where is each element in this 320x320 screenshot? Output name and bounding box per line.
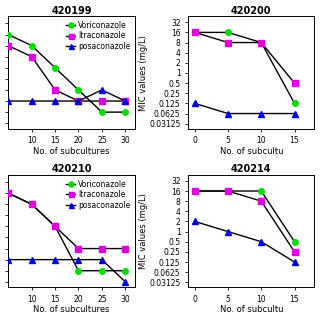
- posaconazole: [6, 99, 10, 103]
- posaconazole: [100, 258, 104, 261]
- posaconazole: [100, 88, 104, 92]
- Title: 420214: 420214: [231, 164, 272, 174]
- Itraconazole: [53, 88, 57, 92]
- posaconazole: [6, 258, 10, 261]
- posaconazole: [259, 112, 263, 116]
- X-axis label: No. of subcultu: No. of subcultu: [220, 306, 283, 315]
- Itraconazole: [6, 44, 10, 48]
- Itraconazole: [259, 41, 263, 44]
- Itraconazole: [30, 55, 34, 59]
- Line: Voriconazole: Voriconazole: [192, 188, 297, 244]
- posaconazole: [30, 99, 34, 103]
- Voriconazole: [226, 30, 230, 34]
- Voriconazole: [226, 189, 230, 193]
- Line: posaconazole: posaconazole: [5, 257, 128, 284]
- Title: 420199: 420199: [51, 5, 92, 16]
- Voriconazole: [100, 269, 104, 273]
- posaconazole: [53, 99, 57, 103]
- Line: posaconazole: posaconazole: [192, 219, 297, 265]
- Itraconazole: [53, 225, 57, 228]
- Voriconazole: [53, 225, 57, 228]
- posaconazole: [292, 260, 296, 264]
- Voriconazole: [193, 30, 197, 34]
- Itraconazole: [226, 41, 230, 44]
- posaconazole: [193, 220, 197, 223]
- Voriconazole: [292, 240, 296, 244]
- posaconazole: [292, 112, 296, 116]
- Voriconazole: [30, 44, 34, 48]
- Itraconazole: [76, 99, 80, 103]
- Voriconazole: [259, 41, 263, 44]
- Line: posaconazole: posaconazole: [192, 100, 297, 116]
- posaconazole: [123, 280, 127, 284]
- X-axis label: No. of subcultu: No. of subcultu: [220, 147, 283, 156]
- Line: posaconazole: posaconazole: [5, 87, 128, 104]
- posaconazole: [259, 240, 263, 244]
- X-axis label: No. of subcultures: No. of subcultures: [33, 147, 110, 156]
- posaconazole: [76, 258, 80, 261]
- posaconazole: [226, 230, 230, 234]
- Voriconazole: [6, 33, 10, 36]
- Voriconazole: [76, 269, 80, 273]
- Itraconazole: [292, 250, 296, 254]
- Voriconazole: [53, 66, 57, 70]
- Line: Itraconazole: Itraconazole: [5, 43, 128, 104]
- Line: Itraconazole: Itraconazole: [192, 30, 297, 86]
- Legend: Voriconazole, Itraconazole, posaconazole: Voriconazole, Itraconazole, posaconazole: [66, 179, 131, 210]
- posaconazole: [193, 101, 197, 105]
- Itraconazole: [193, 189, 197, 193]
- Itraconazole: [259, 199, 263, 203]
- Title: 420200: 420200: [231, 5, 272, 16]
- Itraconazole: [30, 202, 34, 206]
- Itraconazole: [100, 99, 104, 103]
- Line: Itraconazole: Itraconazole: [192, 188, 297, 255]
- X-axis label: No. of subcultures: No. of subcultures: [33, 306, 110, 315]
- posaconazole: [226, 112, 230, 116]
- posaconazole: [123, 99, 127, 103]
- Voriconazole: [76, 88, 80, 92]
- Itraconazole: [226, 189, 230, 193]
- Voriconazole: [30, 202, 34, 206]
- Y-axis label: MIC values (mg/L): MIC values (mg/L): [139, 193, 148, 269]
- Line: Voriconazole: Voriconazole: [5, 32, 128, 115]
- Itraconazole: [76, 247, 80, 251]
- posaconazole: [76, 99, 80, 103]
- Itraconazole: [123, 99, 127, 103]
- Voriconazole: [193, 189, 197, 193]
- posaconazole: [30, 258, 34, 261]
- Itraconazole: [6, 191, 10, 195]
- Legend: Voriconazole, Itraconazole, posaconazole: Voriconazole, Itraconazole, posaconazole: [66, 20, 131, 52]
- Voriconazole: [123, 269, 127, 273]
- Itraconazole: [292, 81, 296, 85]
- Voriconazole: [100, 110, 104, 114]
- Itraconazole: [100, 247, 104, 251]
- Voriconazole: [259, 189, 263, 193]
- Line: Voriconazole: Voriconazole: [192, 30, 297, 106]
- Title: 420210: 420210: [51, 164, 92, 174]
- Line: Voriconazole: Voriconazole: [5, 190, 128, 274]
- Voriconazole: [292, 101, 296, 105]
- Itraconazole: [123, 247, 127, 251]
- Line: Itraconazole: Itraconazole: [5, 190, 128, 251]
- Itraconazole: [193, 30, 197, 34]
- posaconazole: [53, 258, 57, 261]
- Voriconazole: [6, 191, 10, 195]
- Voriconazole: [123, 110, 127, 114]
- Y-axis label: MIC values (mg/L): MIC values (mg/L): [139, 35, 148, 110]
